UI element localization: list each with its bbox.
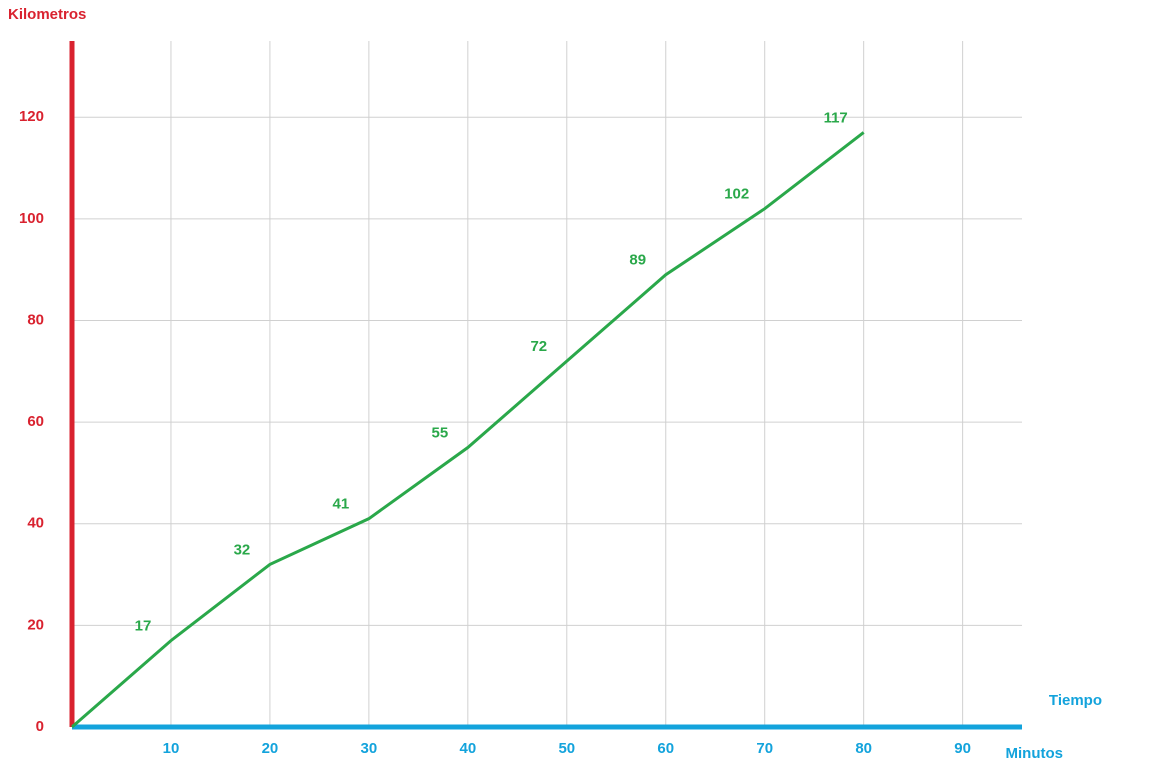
data-label: 41 <box>333 496 350 513</box>
x-tick-label: 30 <box>361 740 378 757</box>
y-tick-label: 60 <box>27 413 44 430</box>
x-tick-label: 50 <box>558 740 575 757</box>
x-tick-label: 60 <box>657 740 674 757</box>
x-tick-label: 80 <box>855 740 872 757</box>
x-tick-label: 70 <box>756 740 773 757</box>
y-axis-title: Kilometros <box>8 6 86 23</box>
x-axis-title: Minutos <box>1006 745 1064 762</box>
data-label: 55 <box>431 424 448 441</box>
x-tick-label: 10 <box>163 740 180 757</box>
x-tick-label: 20 <box>262 740 279 757</box>
y-tick-label: 80 <box>27 311 44 328</box>
data-label: 72 <box>530 338 547 355</box>
y-tick-label: 100 <box>19 210 44 227</box>
x-axis-title-top: Tiempo <box>1049 692 1102 709</box>
y-tick-label: 0 <box>36 718 44 735</box>
data-label: 102 <box>724 186 749 203</box>
x-tick-label: 40 <box>459 740 476 757</box>
y-tick-label: 20 <box>27 616 44 633</box>
y-tick-label: 120 <box>19 108 44 125</box>
data-label: 17 <box>135 618 152 635</box>
line <box>71 131 865 729</box>
y-tick-label: 40 <box>27 515 44 532</box>
data-label: 89 <box>629 252 646 269</box>
data-label: 117 <box>824 109 848 126</box>
data-label: 32 <box>234 541 251 558</box>
x-tick-label: 90 <box>954 740 971 757</box>
